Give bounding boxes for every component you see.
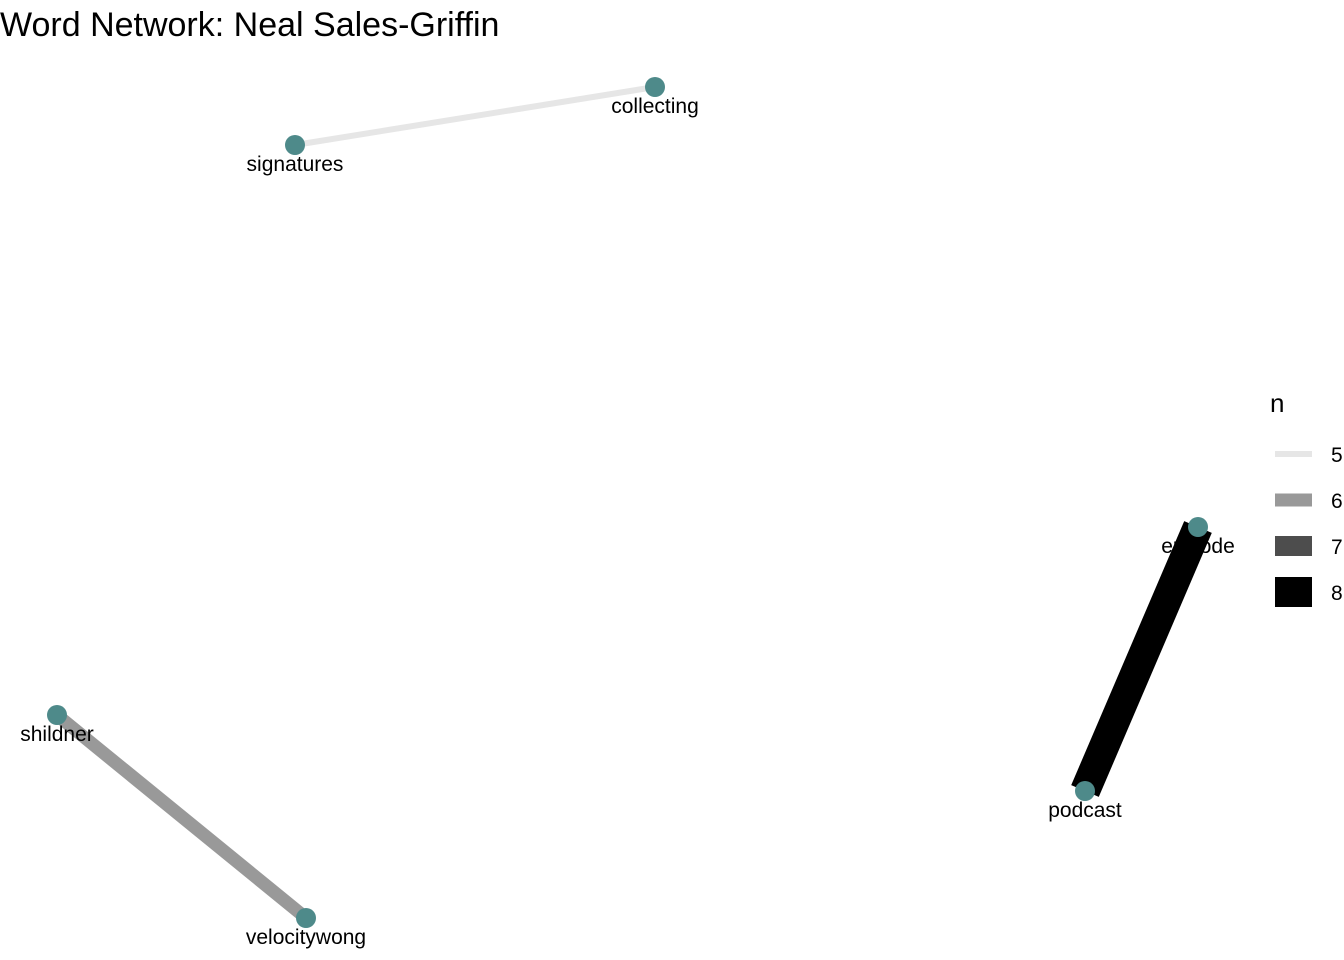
legend: n 5 6 7 8	[1270, 388, 1343, 607]
page-title: Word Network: Neal Sales-Griffin	[0, 6, 500, 44]
node-podcast	[1075, 781, 1095, 801]
node-label-episode: episode	[1161, 535, 1235, 558]
node-velocitywong	[296, 908, 316, 928]
legend-label-7: 7	[1331, 536, 1343, 559]
legend-label-5: 5	[1331, 444, 1343, 467]
legend-title: n	[1270, 388, 1284, 418]
legend-key-8	[1275, 577, 1312, 607]
edge-episode-podcast	[1071, 521, 1212, 797]
legend-key-6	[1275, 493, 1312, 507]
node-label-velocitywong: velocitywong	[246, 926, 366, 949]
node-label-signatures: signatures	[247, 153, 344, 176]
node-label-collecting: collecting	[611, 95, 699, 118]
legend-label-8: 8	[1331, 582, 1343, 605]
edge-shildner-velocitywong	[52, 709, 311, 924]
node-shildner	[47, 705, 67, 725]
edge-signatures-collecting	[294, 84, 656, 148]
nodes-layer	[47, 77, 1208, 928]
node-episode	[1188, 517, 1208, 537]
node-label-shildner: shildner	[20, 723, 94, 746]
node-label-podcast: podcast	[1048, 799, 1122, 822]
node-collecting	[645, 77, 665, 97]
labels-layer: collecting signatures episode podcast shildn…	[20, 95, 1235, 949]
legend-label-6: 6	[1331, 490, 1343, 513]
edges-layer	[52, 84, 1212, 924]
node-signatures	[285, 135, 305, 155]
legend-key-5	[1275, 451, 1312, 457]
legend-key-7	[1275, 536, 1312, 556]
